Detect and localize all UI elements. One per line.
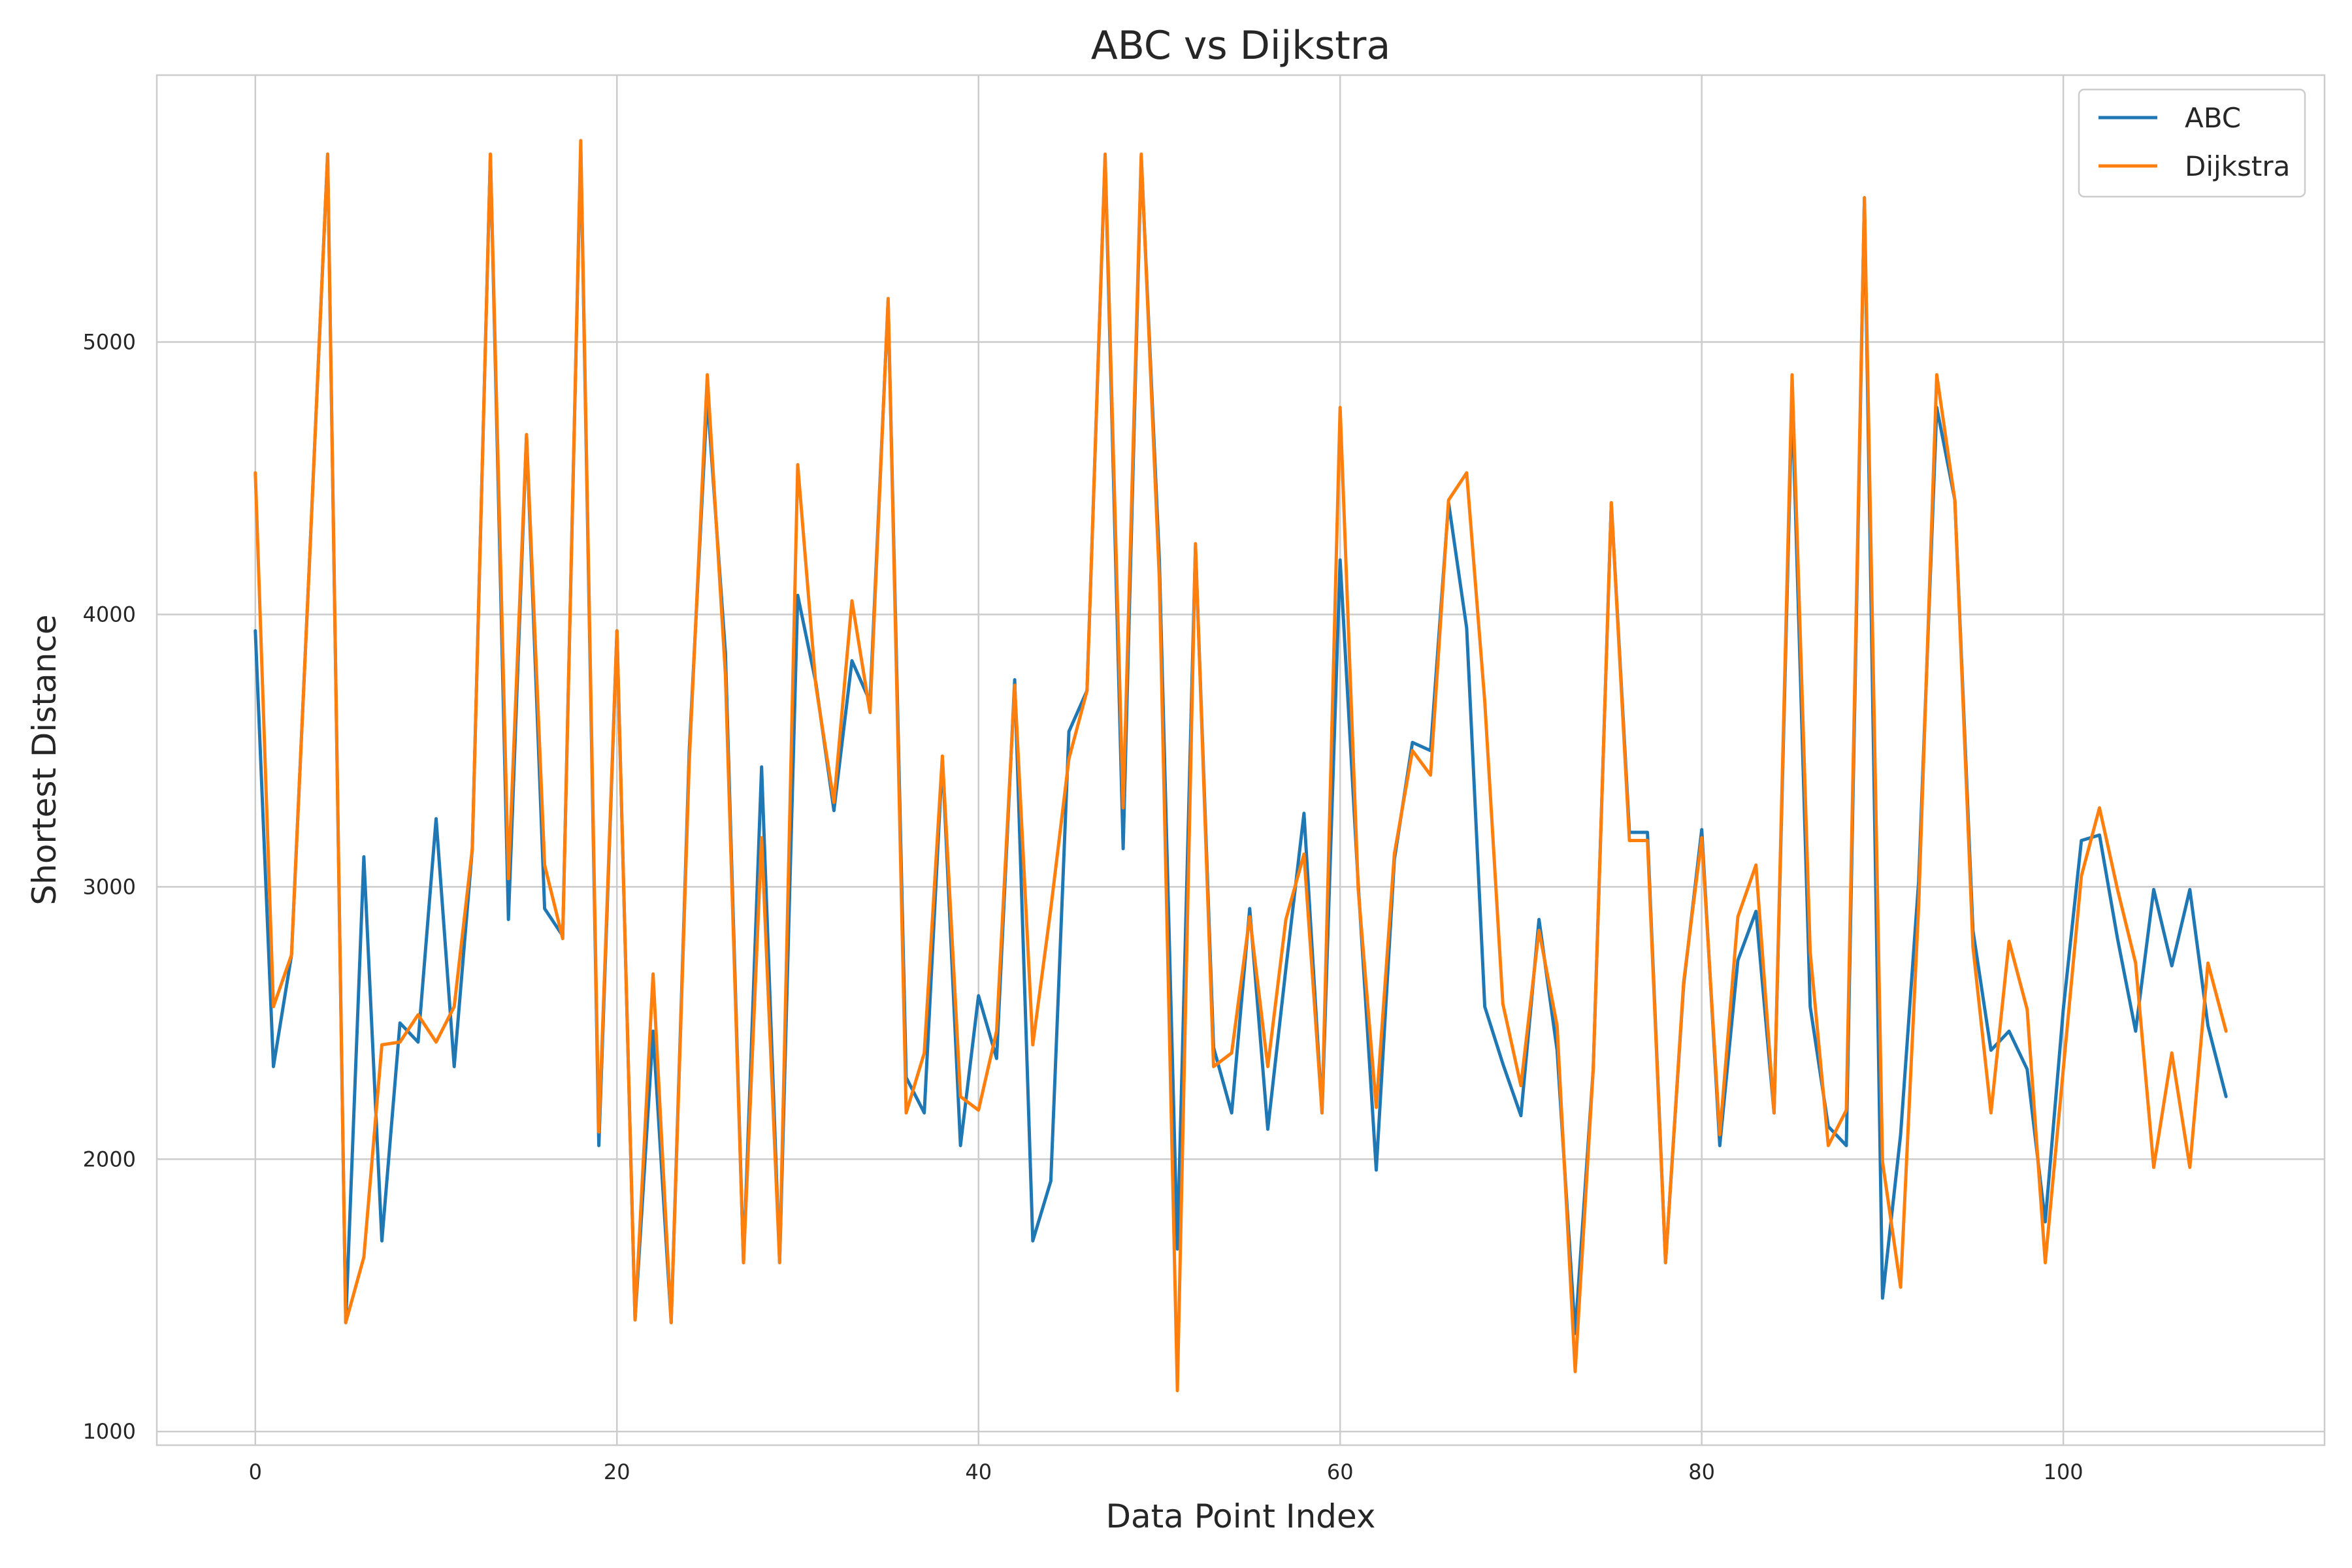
legend-label-abc: ABC (2185, 102, 2241, 134)
y-tick-label: 2000 (83, 1147, 136, 1171)
chart-title: ABC vs Dijkstra (1091, 23, 1390, 69)
y-tick-label: 3000 (83, 874, 136, 899)
y-tick-label: 5000 (83, 330, 136, 355)
x-tick-label: 60 (1327, 1460, 1354, 1484)
x-tick-label: 80 (1688, 1460, 1715, 1484)
x-tick-labels: 0 20 40 60 80 100 (249, 1460, 2083, 1484)
y-tick-label: 1000 (83, 1419, 136, 1444)
plot-background (157, 75, 2325, 1445)
series-layer (253, 139, 2228, 1393)
legend: ABC Dijkstra (2078, 88, 2306, 198)
x-gridlines (254, 75, 2065, 1445)
x-tick-label: 100 (2044, 1460, 2083, 1484)
y-tick-labels: 1000 2000 3000 4000 5000 (83, 330, 136, 1445)
y-tick-label: 4000 (83, 602, 136, 627)
x-tick-label: 0 (249, 1460, 262, 1484)
plot-frame (155, 74, 2326, 1446)
x-axis-label: Data Point Index (1106, 1497, 1376, 1535)
series-line-dijkstra (253, 139, 2228, 1393)
legend-label-dijkstra: Dijkstra (2185, 150, 2290, 182)
y-axis-label: Shortest Distance (25, 614, 63, 905)
x-tick-label: 20 (604, 1460, 630, 1484)
x-tick-label: 40 (965, 1460, 992, 1484)
